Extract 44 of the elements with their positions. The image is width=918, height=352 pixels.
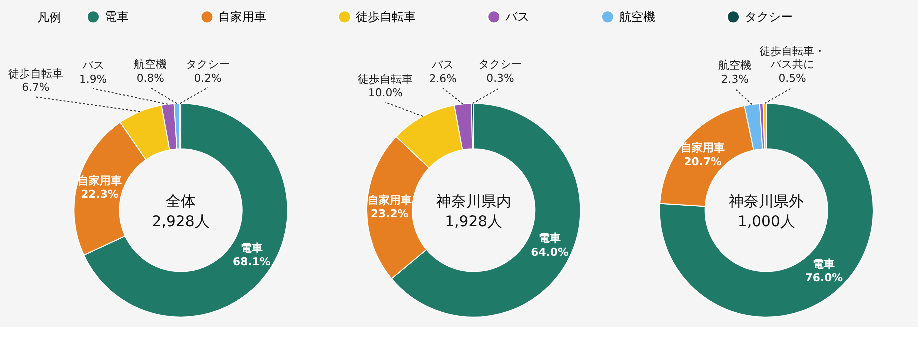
data-label: 0.8%	[136, 72, 164, 85]
text: 1,000人	[738, 213, 796, 230]
slice-label: バス	[81, 58, 104, 72]
slice-label: 電車	[813, 258, 836, 271]
text: 2,928人	[152, 213, 210, 230]
legend-label: 徒歩自転車	[356, 10, 416, 24]
legend-label: バス	[504, 10, 530, 24]
legend-label: 自家用車	[218, 10, 267, 24]
text: 1,928人	[445, 213, 503, 230]
data-label: 20.7%	[684, 155, 722, 168]
slice-label: 電車	[240, 242, 263, 255]
slice-label: バス	[431, 58, 454, 72]
data-label: 6.7%	[22, 81, 50, 94]
text: 徒歩自転車・バス共に	[760, 45, 826, 72]
legend-title: 凡例	[38, 10, 62, 25]
data-label: 22.3%	[81, 188, 119, 202]
slice-label: 自家用車	[368, 194, 412, 207]
slice-label: 電車	[538, 232, 561, 246]
data-label: 23.2%	[370, 208, 409, 221]
data-label: 76.0%	[805, 272, 844, 285]
text: 神奈川県内	[436, 194, 512, 211]
slice-label: 自家用車	[78, 174, 122, 188]
data-label: 0.5%	[778, 72, 806, 85]
slice-label: 航空機	[718, 59, 752, 72]
text: 神奈川県外	[729, 194, 804, 211]
slice-label: 航空機	[134, 58, 168, 72]
data-label: 2.3%	[721, 73, 749, 86]
legend-label: タクシー	[744, 10, 793, 24]
slice-label: タクシー	[478, 58, 522, 72]
legend-label: 航空機	[619, 10, 656, 24]
data-label: 0.2%	[194, 72, 222, 85]
data-label: 10.0%	[368, 86, 403, 100]
data-label: 64.0%	[531, 246, 569, 260]
slice-label: 徒歩自転車	[8, 67, 64, 80]
data-label: 68.1%	[233, 256, 271, 269]
slice-label: タクシー	[186, 58, 230, 72]
slice-label: 徒歩自転車	[358, 72, 414, 86]
donut-slice	[660, 103, 874, 318]
slice-label: 自家用車	[681, 142, 726, 155]
legend-label: 電車	[104, 10, 129, 24]
data-label: 2.6%	[429, 72, 457, 86]
data-label: 1.9%	[79, 72, 108, 86]
data-label: 0.3%	[486, 72, 514, 85]
text: 全体	[166, 194, 196, 211]
